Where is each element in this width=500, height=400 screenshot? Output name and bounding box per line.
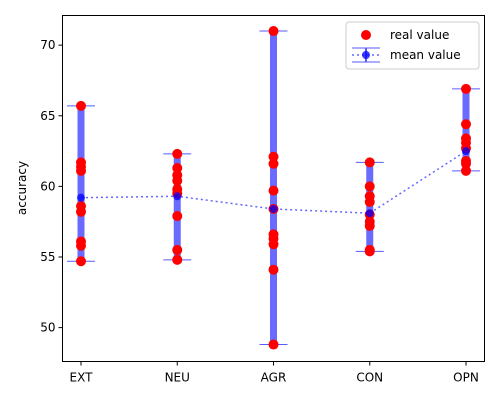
real-value-point [268,158,279,169]
real-value-point [172,211,183,222]
legend-mean-label: mean value [390,48,461,62]
real-value-point [172,175,183,186]
real-value-point [268,185,279,196]
real-value-point [461,158,471,169]
real-value-point [268,151,279,162]
real-value-point [268,264,279,275]
real-value-point [172,163,183,174]
legend: real value mean value [345,21,480,70]
real-value-point [76,165,86,176]
mean-value-point [365,209,374,218]
y-tick-label: 65 [40,109,55,123]
real-value-point [76,256,86,267]
y-tick-label: 55 [40,250,55,264]
legend-frame [345,21,480,70]
x-tick-label: CON [356,371,383,385]
x-tick-label: NEU [165,371,190,385]
real-value-point [172,244,183,255]
real-value-point [364,196,375,207]
real-value-point [364,220,375,231]
real-value-point [76,206,86,217]
real-value-point [364,181,375,192]
legend-mean-dot [362,51,370,59]
legend-real-label: real value [390,28,449,42]
x-tick-label: EXT [70,371,94,385]
y-axis-label: accuracy [15,161,29,215]
mean-value-point [269,204,278,213]
plot-area [67,26,480,350]
real-value-point [461,165,471,176]
real-value-point [76,100,86,111]
real-value-point [268,239,279,250]
legend-real-marker [361,30,371,40]
real-value-point [364,246,375,257]
real-value-point [172,148,183,159]
y-axis: 50 55 60 65 70 [40,38,63,335]
real-value-point [461,83,471,94]
real-value-point [268,26,279,37]
mean-value-point [77,193,85,202]
real-value-point [268,339,279,350]
mean-value-point [173,192,182,201]
x-axis: EXT NEU AGR CON OPN [70,361,479,385]
legend-mean-marker [352,47,380,63]
mean-value-point [462,147,470,156]
y-tick-label: 70 [40,38,55,52]
x-tick-label: AGR [261,371,287,385]
real-value-point [172,254,183,265]
y-tick-label: 50 [40,321,55,335]
real-value-point [76,240,86,251]
x-tick-label: OPN [453,371,479,385]
y-tick-label: 60 [40,179,55,193]
real-value-point [364,157,375,168]
real-value-point [461,119,471,130]
